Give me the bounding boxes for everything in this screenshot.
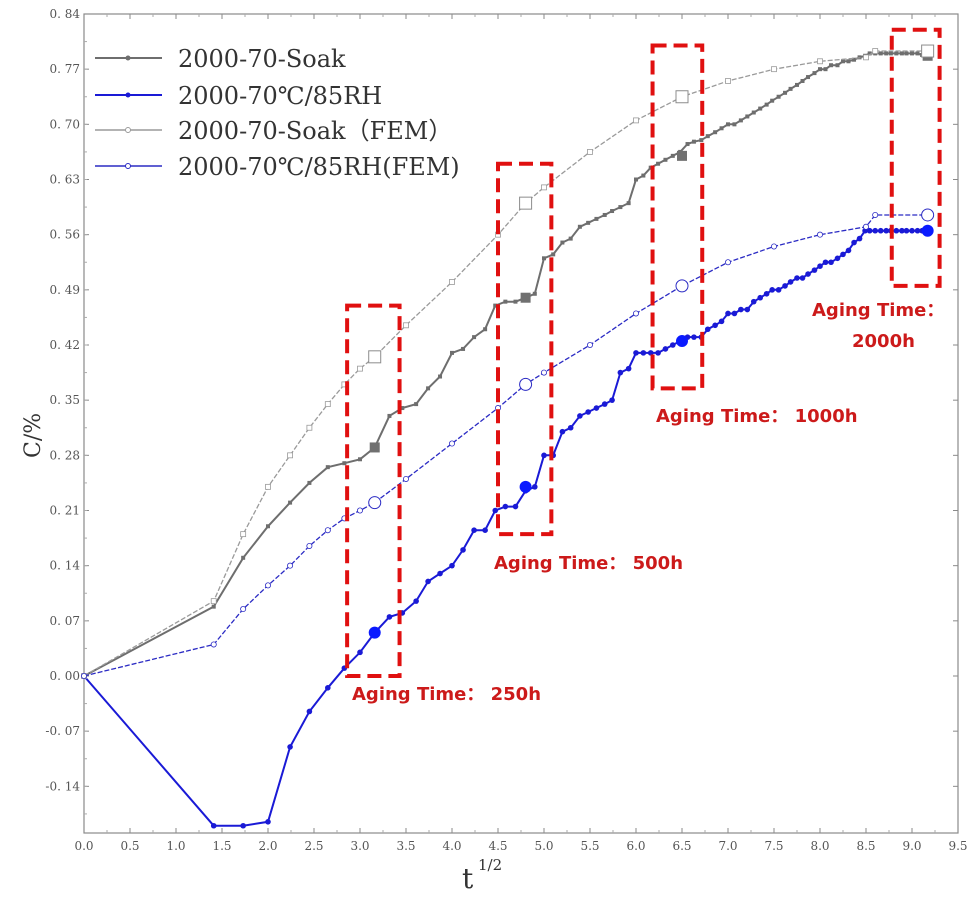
series-1 — [81, 224, 934, 829]
x-tick-label: 6.0 — [626, 839, 645, 853]
series-2 — [81, 44, 935, 679]
highlight-marker — [676, 335, 688, 348]
series-line — [83, 214, 928, 677]
highlight-marker — [675, 279, 689, 293]
x-tick-label: 4.5 — [488, 839, 507, 853]
x-tick-label: 9.5 — [948, 839, 967, 853]
series-line — [83, 229, 928, 827]
y-tick-label: 0. 28 — [49, 448, 80, 462]
legend-marker-icon — [125, 163, 131, 169]
y-tick-label: -0. 14 — [45, 779, 80, 793]
y-tick-label: 0. 07 — [49, 614, 80, 628]
x-axis-title-base: t — [462, 862, 474, 895]
highlight-marker — [921, 208, 935, 222]
x-tick-label: 3.5 — [396, 839, 415, 853]
x-tick-label: 8.5 — [856, 839, 875, 853]
series-line — [83, 52, 928, 677]
aging-box-1 — [496, 161, 554, 537]
x-tick-label: 5.0 — [534, 839, 553, 853]
x-tick-label: 9.0 — [902, 839, 921, 853]
y-tick-label: -0. 07 — [45, 724, 80, 738]
x-tick-label: 2.5 — [304, 839, 323, 853]
y-tick-label: 0. 35 — [49, 393, 80, 407]
series-3 — [81, 208, 935, 680]
series-line — [83, 50, 928, 677]
legend-label: 2000-70-Soak — [178, 45, 346, 73]
y-tick-label: 0. 21 — [49, 504, 80, 518]
x-tick-label: 6.5 — [672, 839, 691, 853]
highlight-marker — [520, 292, 531, 303]
y-axis-title: C/% — [21, 413, 46, 458]
x-tick-label: 2.0 — [258, 839, 277, 853]
x-axis-title: t 1/2 — [462, 856, 502, 895]
x-tick-label: 1.5 — [212, 839, 231, 853]
x-tick-label: 0.0 — [74, 839, 93, 853]
annotation-1000h: Aging Time： 1000h — [656, 406, 858, 427]
aging-time-boxes — [345, 27, 942, 678]
highlight-marker — [368, 350, 382, 364]
x-tick-label: 7.0 — [718, 839, 737, 853]
highlight-marker — [921, 44, 935, 58]
legend-item-soak-fem: 2000-70-Soak（FEM） — [95, 117, 452, 145]
y-tick-label: 0. 49 — [49, 283, 80, 297]
legend-label: 2000-70-Soak（FEM） — [178, 117, 452, 145]
legend-item-85rh: 2000-70℃/85RH — [95, 82, 382, 110]
y-tick-label: 0. 84 — [49, 7, 80, 21]
annotation-250h: Aging Time： 250h — [352, 684, 541, 705]
highlight-marker — [369, 442, 380, 453]
y-axis-ticks: -0. 14 -0. 07 0. 00 0. 07 0. 14 0. 21 0. 28 0. … — [45, 7, 958, 815]
legend-item-85rh-fem: 2000-70℃/85RH(FEM) — [95, 153, 460, 181]
annotation-500h: Aging Time： 500h — [494, 553, 683, 574]
legend-marker-icon — [125, 92, 131, 98]
annotation-2000h-line2: 2000h — [852, 331, 915, 352]
legend-label: 2000-70℃/85RH — [178, 82, 382, 110]
highlight-marker — [368, 496, 382, 510]
x-tick-label: 4.0 — [442, 839, 461, 853]
y-tick-label: 0. 42 — [49, 338, 80, 352]
x-tick-label: 3.0 — [350, 839, 369, 853]
aging-box-0 — [345, 303, 402, 678]
highlight-marker — [921, 224, 934, 237]
x-tick-label: 7.5 — [764, 839, 783, 853]
x-tick-label: 5.5 — [580, 839, 599, 853]
legend-label: 2000-70℃/85RH(FEM) — [178, 153, 460, 181]
highlight-marker — [675, 90, 689, 104]
x-tick-label: 0.5 — [120, 839, 139, 853]
y-tick-label: 0. 14 — [49, 559, 80, 573]
y-tick-label: 0. 70 — [49, 117, 80, 131]
legend: 2000-70-Soak 2000-70℃/85RH 2000-70-Soak（… — [95, 45, 460, 181]
highlight-marker — [519, 196, 533, 210]
aging-box-3 — [889, 27, 942, 288]
series-group — [81, 44, 935, 829]
y-tick-label: 0. 63 — [49, 173, 80, 187]
highlight-marker — [677, 150, 687, 161]
annotation-2000h-line1: Aging Time： — [812, 300, 944, 321]
y-tick-label: 0. 00 — [49, 669, 80, 683]
highlight-marker — [519, 480, 532, 493]
legend-marker-icon — [125, 55, 131, 61]
y-tick-label: 0. 56 — [49, 228, 80, 242]
x-tick-label: 1.0 — [166, 839, 185, 853]
aging-box-2 — [650, 43, 705, 391]
x-tick-label: 8.0 — [810, 839, 829, 853]
x-axis-ticks: 0.0 0.5 1.0 1.5 2.0 2.5 3.0 3.5 4.0 4.5 5.0 5.5 6.0 6… — [74, 14, 968, 853]
y-tick-label: 0. 77 — [49, 62, 80, 76]
legend-marker-icon — [125, 127, 131, 133]
legend-item-soak: 2000-70-Soak — [95, 45, 346, 73]
series-0 — [82, 50, 933, 678]
highlight-marker — [368, 626, 381, 639]
x-axis-title-superscript: 1/2 — [478, 856, 502, 874]
highlight-marker — [519, 377, 533, 391]
